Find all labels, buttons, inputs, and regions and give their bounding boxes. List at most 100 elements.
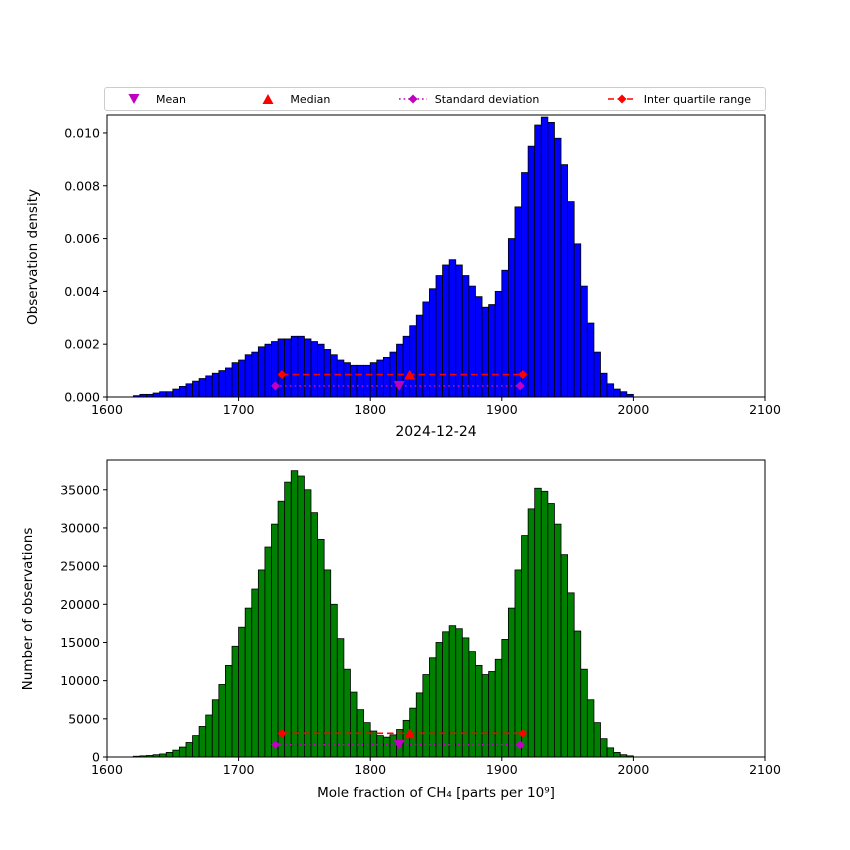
observation-density-histogram: 1600 1700 1800 1900 2000 2100 0.000 0.002 0.004 0… (64, 114, 781, 417)
histogram-bar (448, 259, 457, 398)
histogram-bar (231, 362, 240, 398)
histogram-bar (606, 747, 615, 758)
histogram-bar (172, 388, 180, 398)
histogram-bar (231, 645, 240, 758)
x-tick-label: 1600 (91, 762, 123, 777)
histogram-bar (613, 388, 621, 398)
legend-item-mean: Mean (119, 92, 186, 106)
histogram-bar (593, 722, 601, 758)
histogram-bar (527, 145, 536, 398)
histogram-bar (350, 364, 358, 398)
histogram-bar (264, 343, 272, 398)
histogram-bar (185, 383, 193, 398)
histogram-bar (461, 275, 470, 398)
histogram-bar (290, 470, 299, 758)
histogram-bar (290, 335, 299, 398)
histogram-bar (310, 341, 318, 398)
iqr-diamond-marker (277, 370, 287, 380)
y-tick-label: 5000 (68, 711, 100, 726)
histogram-bar (422, 674, 430, 758)
histogram-bar (481, 306, 490, 398)
diamond-icon (617, 94, 627, 104)
histogram-bar (547, 121, 555, 398)
histogram-bar (251, 588, 259, 758)
mean-triangle-down-icon (119, 92, 149, 106)
histogram-bar (238, 626, 246, 758)
y-tick-label: 0.004 (64, 284, 100, 299)
histogram-bar (501, 269, 509, 398)
y-tick-label: 0.010 (64, 125, 100, 140)
histogram-bar (547, 503, 555, 758)
mean-marker (393, 380, 405, 391)
y-tick-label: 0.002 (64, 337, 100, 352)
x-tick-label: 2000 (617, 402, 649, 417)
histogram-bar (442, 264, 450, 398)
x-tick-label: 2100 (749, 402, 781, 417)
histogram-bar (468, 285, 476, 398)
histogram-bar (205, 375, 213, 398)
histogram-bar (238, 359, 246, 398)
y-axis-label-counts: Number of observations (20, 527, 36, 691)
histogram-bar (382, 736, 391, 758)
histogram-bar (554, 523, 562, 758)
histogram-bar (514, 206, 522, 398)
histogram-bar (350, 691, 358, 758)
legend-item-median: Median (253, 92, 330, 106)
histogram-bar (172, 749, 180, 758)
std-dev-diamond-marker (270, 381, 280, 391)
histogram-bar (488, 304, 496, 398)
histogram-bar (586, 322, 595, 398)
iqr-diamond-marker (518, 728, 528, 738)
histogram-bar (192, 735, 200, 758)
iqr-diamond-marker (277, 728, 287, 738)
histogram-bar (521, 172, 529, 398)
histogram-bar (606, 383, 615, 398)
histogram-bar (376, 359, 384, 398)
legend-item-std: Standard deviation (398, 92, 539, 106)
histogram-bar (527, 508, 536, 758)
histogram-bar (475, 296, 483, 398)
triangle-up-icon (262, 94, 274, 104)
std-dev-diamond-marker (515, 740, 525, 750)
y-tick-label: 30000 (60, 520, 100, 535)
histogram-bar (297, 475, 305, 758)
histogram-bar (251, 351, 259, 398)
histogram-bar (613, 752, 621, 758)
legend-label-median: Median (290, 92, 331, 106)
histogram-bar (264, 546, 272, 758)
histogram-bar (284, 338, 292, 398)
y-tick-label: 20000 (60, 597, 100, 612)
y-tick-label: 0.000 (64, 390, 100, 405)
x-tick-label: 1900 (486, 402, 518, 417)
histogram-bar (540, 116, 549, 398)
histogram-bar (376, 735, 384, 758)
histogram-bar (244, 354, 253, 398)
histogram-bar (369, 362, 378, 398)
histogram-bar (567, 201, 575, 398)
histogram-bar (225, 367, 233, 398)
histogram-bar (560, 164, 569, 398)
std-dev-diamond-icon (398, 92, 428, 106)
histogram-bar (573, 243, 582, 398)
iqr-diamond-icon (607, 92, 637, 106)
histogram-bar (415, 314, 424, 398)
y-tick-label: 0 (92, 750, 100, 765)
median-triangle-up-icon (253, 92, 283, 106)
histogram-bar (593, 351, 601, 398)
histogram-bar (303, 338, 312, 398)
std-dev-diamond-marker (515, 381, 525, 391)
histogram-bar (336, 359, 345, 398)
histogram-bar (165, 752, 174, 758)
histogram-bar (521, 535, 529, 758)
histogram-bar (198, 378, 207, 398)
histogram-bar (152, 392, 161, 398)
histogram-bar (244, 607, 253, 758)
histogram-bar (336, 638, 345, 758)
histogram-bar (586, 699, 595, 758)
legend-label-mean: Mean (156, 92, 186, 106)
histogram-bar (363, 722, 371, 758)
x-tick-label: 1800 (354, 762, 386, 777)
histogram-bar (573, 630, 582, 758)
histogram-bar (271, 523, 279, 758)
